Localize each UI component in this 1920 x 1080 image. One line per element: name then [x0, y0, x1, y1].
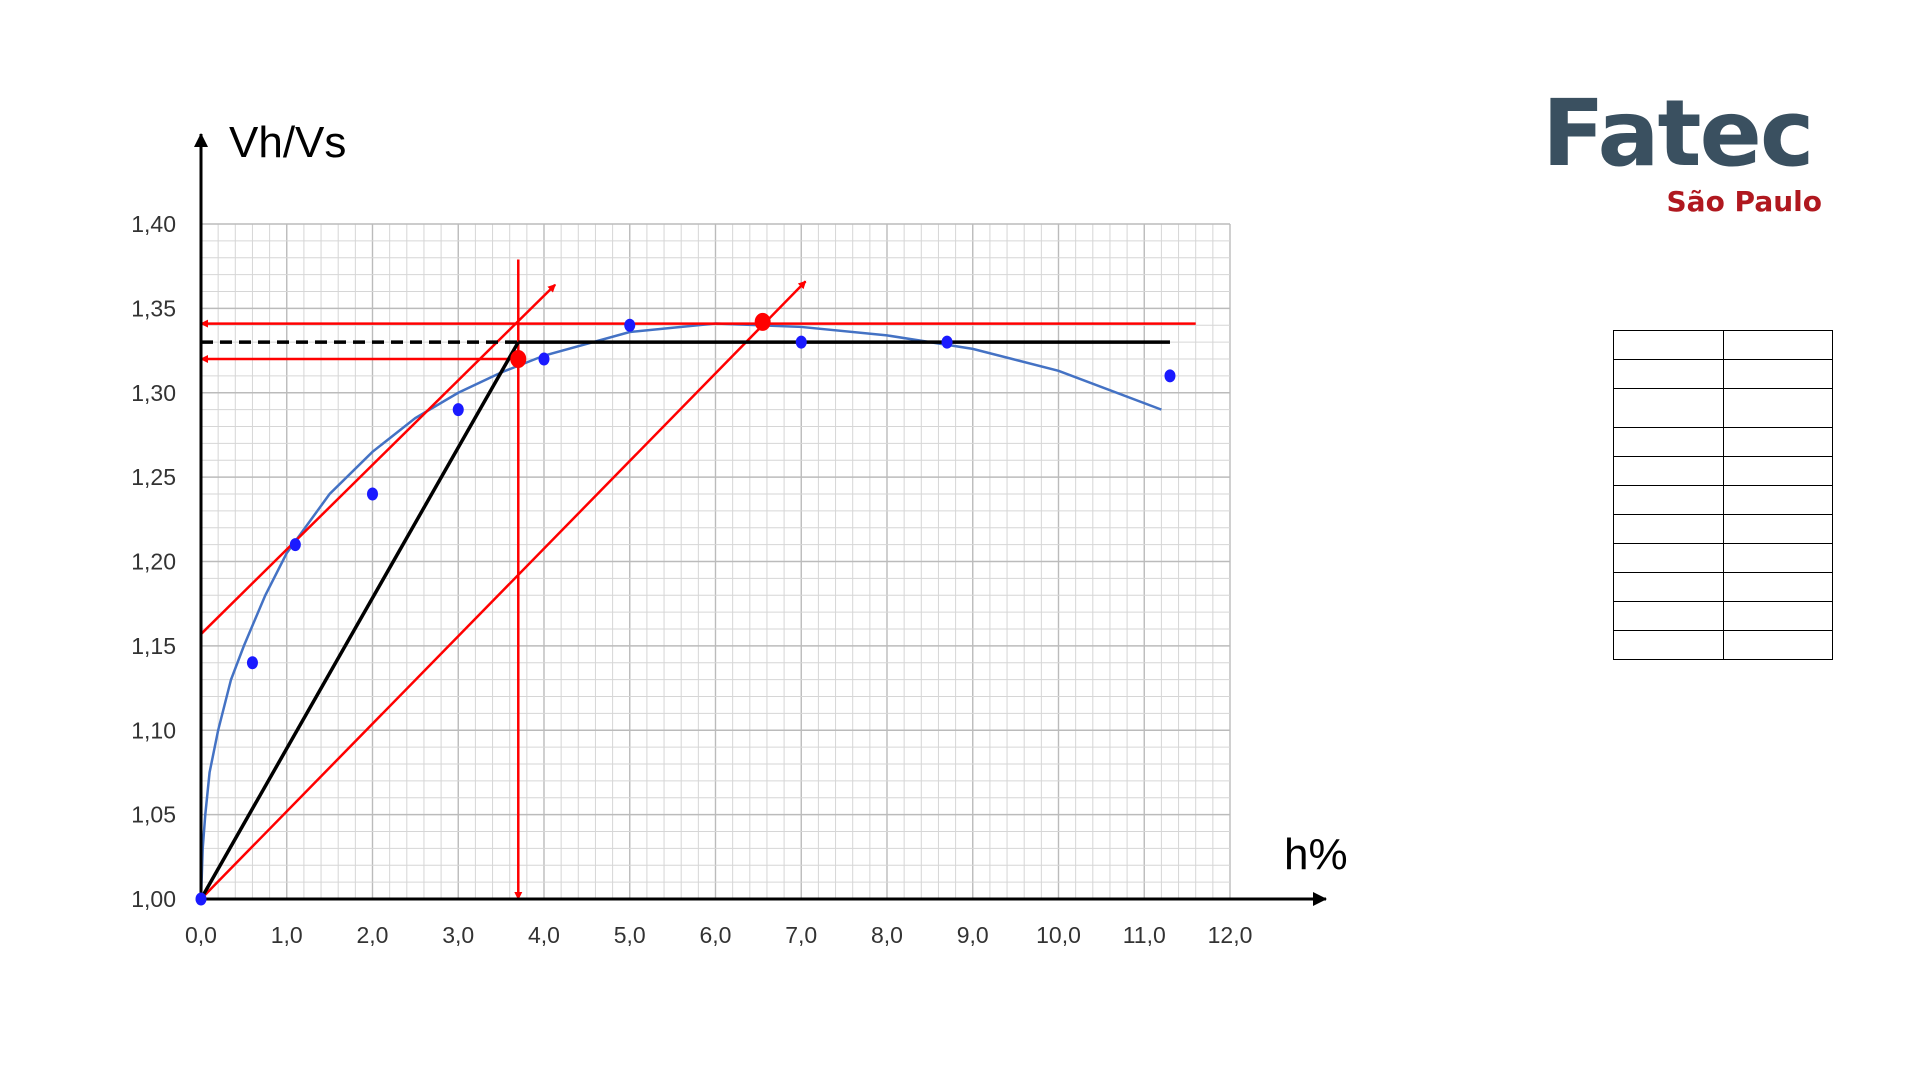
table-cell [1722, 456, 1833, 486]
data-point [624, 318, 636, 332]
data-point [246, 656, 258, 670]
x-axis-label: h% [1284, 830, 1348, 879]
table-row [1613, 388, 1833, 428]
table-row [1613, 514, 1833, 544]
table-cell [1613, 359, 1724, 389]
table-cell [1613, 485, 1724, 515]
table-cell [1722, 514, 1833, 544]
data-point [538, 352, 550, 366]
table-cell [1613, 427, 1724, 457]
x-tick-label: 12,0 [1208, 922, 1253, 948]
x-tick-label: 8,0 [871, 922, 903, 948]
red-construction-line [200, 280, 807, 900]
highlight-point [754, 312, 771, 331]
data-point [452, 403, 464, 417]
table-row [1613, 543, 1833, 573]
fatec-logo: Fatec São Paulo [1542, 88, 1822, 218]
logo-sub-text: São Paulo [1666, 185, 1822, 218]
table-cell [1613, 456, 1724, 486]
table-cell [1613, 388, 1724, 428]
table-cell [1722, 485, 1833, 515]
table-cell [1722, 630, 1833, 660]
table-row [1613, 359, 1833, 389]
x-tick-label: 11,0 [1123, 922, 1166, 948]
y-tick-label: 1,10 [131, 717, 176, 743]
table-row [1613, 630, 1833, 660]
table-cell [1722, 543, 1833, 573]
table-cell [1722, 388, 1833, 428]
y-tick-label: 1,00 [131, 886, 176, 912]
table-cell [1613, 630, 1724, 660]
trend-curve [199, 322, 1162, 900]
data-point [195, 892, 207, 906]
x-tick-label: 0,0 [185, 922, 217, 948]
black-construction-line [199, 341, 520, 900]
table-cell [1722, 427, 1833, 457]
y-tick-label: 1,30 [131, 380, 176, 406]
y-tick-label: 1,15 [131, 633, 176, 659]
table-cell [1613, 514, 1724, 544]
table-row [1613, 485, 1833, 515]
y-tick-label: 1,35 [131, 295, 176, 321]
x-tick-label: 6,0 [700, 922, 732, 948]
y-tick-label: 1,05 [131, 802, 176, 828]
highlight-point [510, 350, 527, 368]
red-construction-line [200, 283, 557, 635]
table-row [1613, 427, 1833, 457]
data-point [795, 335, 807, 349]
y-tick-label: 1,25 [131, 464, 176, 490]
logo-main-text: Fatec [1542, 80, 1814, 187]
x-tick-label: 5,0 [614, 922, 646, 948]
data-point [941, 335, 953, 349]
table-cell [1722, 572, 1833, 602]
data-points [195, 312, 1176, 906]
table-cell [1722, 330, 1833, 360]
grid [200, 223, 1231, 900]
x-tick-label: 3,0 [442, 922, 474, 948]
trend-curve-line [199, 322, 1162, 900]
table-row [1613, 601, 1833, 631]
x-tick-label: 4,0 [528, 922, 560, 948]
table-row [1613, 330, 1833, 360]
x-tick-label: 9,0 [957, 922, 989, 948]
table-cell [1722, 359, 1833, 389]
table-row [1613, 456, 1833, 486]
table-cell [1722, 601, 1833, 631]
x-tick-label: 2,0 [357, 922, 389, 948]
table-cell [1613, 572, 1724, 602]
data-point [289, 538, 301, 552]
tick-labels: 0,0 1,0 2,0 3,0 4,0 5,0 6,0 7,0 8,0 9,0 10,0 11,0 12… [131, 211, 1252, 948]
empty-table [1613, 330, 1833, 660]
data-point [367, 487, 378, 501]
table-cell [1613, 601, 1724, 631]
table-row [1613, 572, 1833, 602]
construction-lines [199, 259, 1196, 900]
table-cell [1613, 543, 1724, 573]
x-tick-label: 7,0 [785, 922, 817, 948]
y-axis-label: Vh/Vs [229, 118, 346, 167]
y-tick-label: 1,20 [131, 549, 176, 575]
x-tick-label: 10,0 [1036, 922, 1081, 948]
data-point [1164, 369, 1176, 383]
table-cell [1613, 330, 1724, 360]
axes [194, 133, 1327, 906]
y-tick-label: 1,40 [131, 211, 176, 237]
x-tick-label: 1,0 [271, 922, 303, 948]
